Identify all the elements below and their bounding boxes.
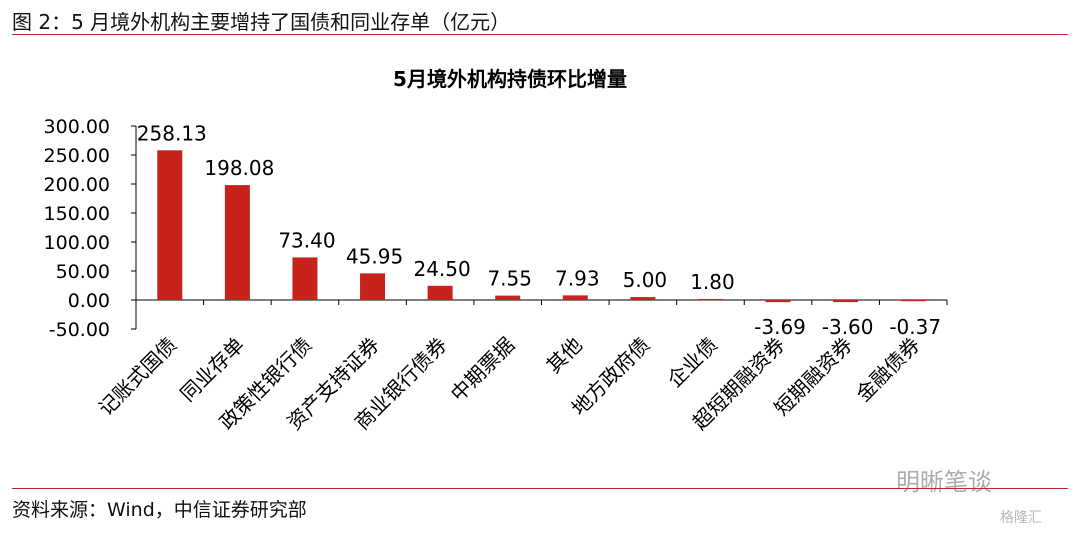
bar <box>765 300 791 303</box>
value-labels: 258.13 198.08 73.40 45.95 24.50 7.55 7.93 5.00 1… <box>137 121 941 339</box>
y-tick-label: -50.00 <box>49 319 110 341</box>
bar <box>630 297 656 300</box>
data-label: -0.37 <box>889 315 941 339</box>
y-tick-label: 250.00 <box>44 145 110 167</box>
category-label: 金融债券 <box>851 333 925 407</box>
y-tick-label: 50.00 <box>56 261 110 283</box>
chart-title: 5月境外机构持债环比增量 <box>393 67 627 91</box>
bar <box>833 300 859 303</box>
data-label: 7.55 <box>487 267 532 291</box>
watermark-logo: 格隆汇 <box>1000 510 1042 526</box>
y-axis: 300.00 250.00 200.00 150.00 100.00 50.00 0.00 -… <box>44 116 137 341</box>
bar <box>224 185 250 300</box>
category-label: 企业债 <box>663 333 722 392</box>
figure-caption: 图 2：5 月境外机构主要增持了国债和同业存单（亿元） <box>12 10 511 34</box>
data-label: 73.40 <box>278 228 335 252</box>
y-tick-label: 0.00 <box>68 290 110 312</box>
bar <box>427 285 453 300</box>
data-label: 1.80 <box>690 270 735 294</box>
category-label: 其他 <box>542 333 587 378</box>
y-tick-label: 200.00 <box>44 174 110 196</box>
data-label: 258.13 <box>137 121 207 145</box>
caption-rule <box>12 34 1068 35</box>
bar <box>697 298 723 301</box>
y-tick-label: 150.00 <box>44 203 110 225</box>
bar <box>495 295 521 300</box>
watermark-text: 明晰笔谈 <box>896 468 992 496</box>
data-label: 24.50 <box>413 257 470 281</box>
data-label: -3.69 <box>754 315 806 339</box>
bars <box>157 150 926 303</box>
data-label: 198.08 <box>204 156 274 180</box>
data-label: 7.93 <box>555 266 600 290</box>
data-label: 45.95 <box>346 244 403 268</box>
source-note: 资料来源：Wind，中信证券研究部 <box>12 499 307 521</box>
data-label: -3.60 <box>822 315 874 339</box>
x-axis <box>135 299 948 305</box>
bar <box>562 295 588 300</box>
bar <box>900 300 926 302</box>
y-tick-label: 100.00 <box>44 232 110 254</box>
category-label: 中期票据 <box>446 333 520 407</box>
bar <box>360 273 386 300</box>
bar <box>157 150 183 300</box>
bar <box>292 257 318 300</box>
category-label: 记账式国债 <box>94 333 182 421</box>
source-rule <box>12 488 1068 489</box>
y-tick-label: 300.00 <box>44 116 110 138</box>
data-label: 5.00 <box>623 268 668 292</box>
